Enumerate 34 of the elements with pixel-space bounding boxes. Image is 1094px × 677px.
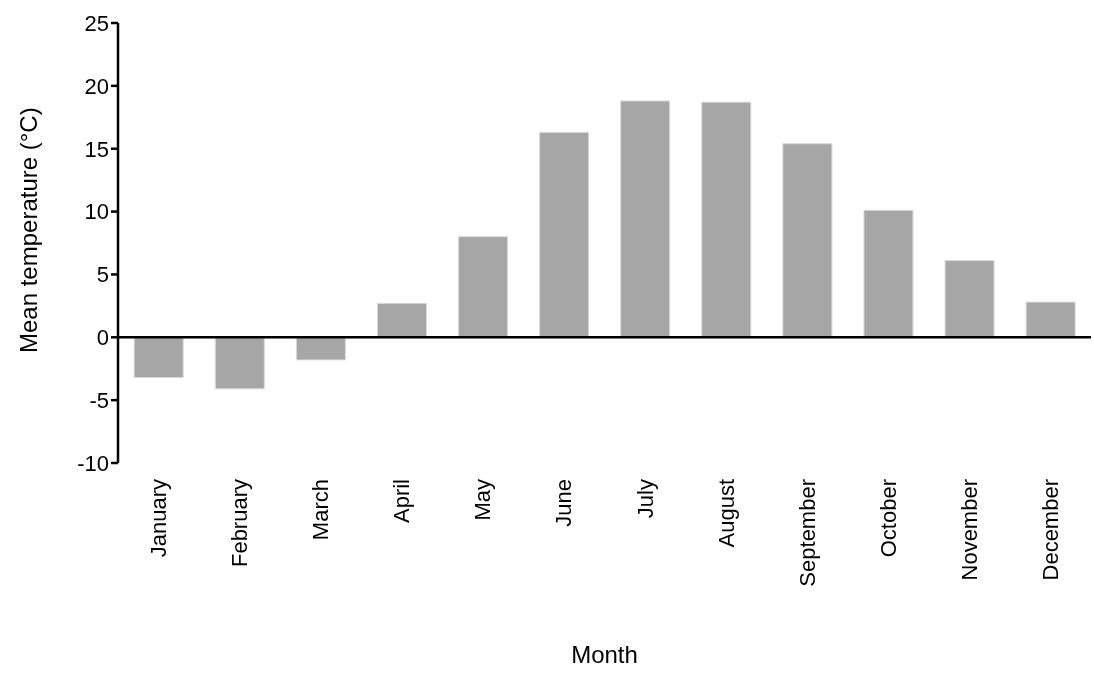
- bar: [863, 209, 914, 338]
- x-tick-label: November: [956, 479, 982, 581]
- bar: [458, 236, 509, 338]
- y-tick-label: 20: [84, 73, 109, 99]
- bar: [133, 336, 184, 379]
- bar: [1025, 301, 1076, 338]
- bar: [944, 260, 995, 338]
- x-tick-label: July: [632, 479, 658, 519]
- y-tick-label: 15: [84, 136, 109, 162]
- x-tick-label: January: [146, 479, 172, 558]
- y-tick-label: 25: [84, 10, 109, 36]
- y-tick-label: -5: [89, 387, 109, 413]
- x-tick-label: May: [470, 479, 496, 521]
- bar: [214, 336, 265, 390]
- y-tick-label: -10: [77, 450, 109, 476]
- x-tick-label: June: [551, 479, 577, 527]
- x-tick-label: April: [389, 479, 415, 524]
- x-tick-label: March: [308, 479, 334, 541]
- x-tick-label: October: [875, 479, 901, 558]
- x-tick-label: September: [794, 479, 820, 587]
- x-tick-label: August: [713, 479, 739, 548]
- x-axis-title: Month: [571, 641, 638, 668]
- bar: [376, 302, 427, 338]
- bar: [295, 336, 346, 361]
- y-tick-label: 0: [96, 325, 109, 351]
- bar: [620, 100, 671, 338]
- y-tick-label: 10: [84, 199, 109, 225]
- bar: [701, 101, 752, 338]
- y-tick-label: 5: [96, 262, 109, 288]
- y-axis-title: Mean temperature (°C): [14, 107, 42, 353]
- x-tick-label: December: [1037, 479, 1063, 581]
- bar: [539, 131, 590, 338]
- bar: [782, 143, 833, 338]
- x-tick-label: February: [227, 479, 253, 568]
